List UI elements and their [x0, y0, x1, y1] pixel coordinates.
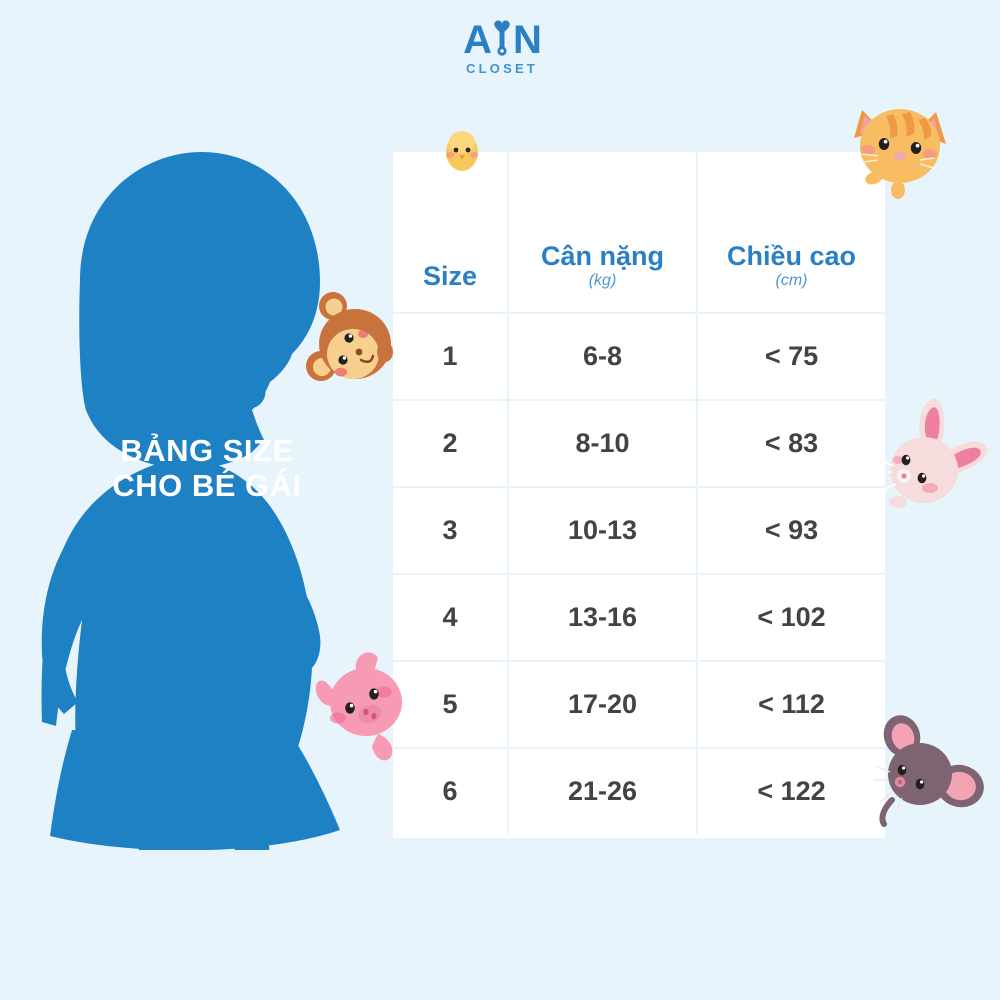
cell-height: < 93 — [698, 488, 885, 573]
value-height: < 83 — [764, 428, 819, 458]
value-height: < 102 — [757, 602, 826, 632]
cell-size: 5 — [393, 662, 507, 747]
header-cell-size: Size — [393, 152, 507, 312]
cell-size: 1 — [393, 314, 507, 399]
value-weight: 17-20 — [567, 689, 638, 719]
header-label-weight: Cân nặng — [540, 240, 664, 271]
cat-sticker — [838, 92, 958, 200]
cell-height: < 102 — [698, 575, 885, 660]
table-row: 2 8-10 < 83 — [393, 399, 885, 486]
header-unit-weight: (kg) — [588, 272, 617, 289]
cell-height: < 122 — [698, 749, 885, 834]
cell-size: 4 — [393, 575, 507, 660]
page-title: BẢNG SIZE CHO BÉ GÁI — [112, 433, 302, 503]
bunny-sticker — [874, 394, 990, 518]
mouse-sticker — [868, 714, 986, 828]
value-height: < 75 — [764, 341, 819, 371]
size-table: Size Cân nặng (kg) Chiều cao (cm) 1 6-8 … — [393, 152, 885, 838]
header-label-height: Chiều cao — [726, 240, 857, 271]
cell-weight: 21-26 — [507, 749, 698, 834]
value-size: 4 — [442, 602, 458, 632]
cell-weight: 17-20 — [507, 662, 698, 747]
value-height: < 122 — [757, 776, 826, 806]
monkey-sticker — [303, 286, 403, 398]
cell-size: 2 — [393, 401, 507, 486]
table-row: 5 17-20 < 112 — [393, 660, 885, 747]
value-height: < 112 — [758, 689, 825, 719]
table-row: 4 13-16 < 102 — [393, 573, 885, 660]
cell-height: < 75 — [698, 314, 885, 399]
cell-height: < 112 — [698, 662, 885, 747]
cell-size: 6 — [393, 749, 507, 834]
value-weight: 8-10 — [575, 428, 630, 458]
value-weight: 13-16 — [567, 602, 638, 632]
header-unit-height: (cm) — [775, 272, 808, 289]
cell-weight: 8-10 — [507, 401, 698, 486]
cell-height: < 83 — [698, 401, 885, 486]
table-row: 3 10-13 < 93 — [393, 486, 885, 573]
header-label-size: Size — [422, 260, 478, 291]
cell-weight: 10-13 — [507, 488, 698, 573]
value-height: < 93 — [764, 515, 819, 545]
logo-letter-a: A — [463, 18, 492, 62]
pig-sticker — [312, 646, 418, 764]
value-size: 6 — [442, 776, 458, 806]
table-header-row: Size Cân nặng (kg) Chiều cao (cm) — [393, 152, 885, 312]
chick-sticker — [440, 128, 484, 176]
header-cell-weight: Cân nặng (kg) — [507, 152, 698, 312]
cell-weight: 6-8 — [507, 314, 698, 399]
value-weight: 6-8 — [582, 341, 623, 371]
table-row: 1 6-8 < 75 — [393, 312, 885, 399]
cell-size: 3 — [393, 488, 507, 573]
value-size: 1 — [442, 341, 458, 371]
brand-logo: A N CLOSET — [447, 18, 557, 80]
logo-subtitle: CLOSET — [466, 61, 538, 76]
value-weight: 21-26 — [567, 776, 638, 806]
value-size: 2 — [442, 428, 458, 458]
cell-weight: 13-16 — [507, 575, 698, 660]
value-size: 5 — [442, 689, 458, 719]
header-cell-height: Chiều cao (cm) — [698, 152, 885, 312]
table-row: 6 21-26 < 122 — [393, 747, 885, 834]
heart-key-icon — [491, 18, 513, 60]
logo-wordmark: A N — [463, 18, 542, 62]
value-weight: 10-13 — [567, 515, 638, 545]
value-size: 3 — [442, 515, 458, 545]
logo-letter-n: N — [513, 18, 542, 62]
